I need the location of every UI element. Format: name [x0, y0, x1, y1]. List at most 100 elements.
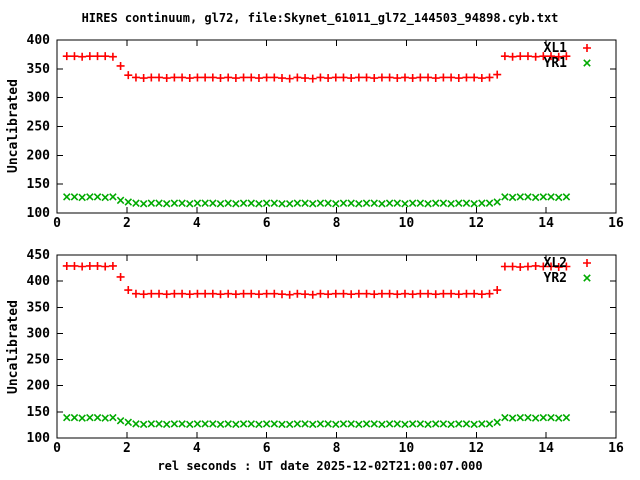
- data-point-xl2: [562, 262, 571, 271]
- data-point-xl1: [193, 73, 202, 82]
- data-point-xl2: [301, 290, 310, 299]
- data-point-xl1: [162, 74, 171, 83]
- data-point-yr1: [524, 193, 532, 201]
- x-tick-label: 2: [123, 441, 131, 456]
- data-point-yr2: [478, 420, 486, 428]
- data-point-xl2: [101, 262, 110, 271]
- data-point-yr2: [431, 420, 440, 428]
- data-point-yr1: [155, 199, 163, 207]
- data-point-xl1: [93, 52, 102, 61]
- data-point-yr2: [462, 420, 471, 428]
- data-point-xl1: [185, 74, 194, 83]
- data-point-xl2: [447, 289, 456, 298]
- data-point-xl2: [185, 290, 194, 299]
- data-point-yr2: [278, 420, 286, 429]
- data-point-xl1: [147, 73, 156, 82]
- data-point-xl2: [78, 262, 87, 271]
- x-tick-label: 14: [538, 216, 554, 231]
- data-point-xl2: [254, 290, 263, 299]
- data-point-xl2: [139, 290, 148, 299]
- data-point-xl2: [331, 289, 340, 298]
- data-point-yr2: [501, 413, 509, 422]
- data-point-xl2: [377, 289, 386, 298]
- data-point-yr1: [393, 199, 402, 207]
- data-point-yr2: [401, 420, 409, 429]
- legend-marker: [583, 259, 591, 267]
- data-point-yr2: [439, 420, 448, 428]
- data-point-xl1: [500, 52, 509, 61]
- data-point-yr2: [224, 420, 232, 428]
- data-point-xl1: [393, 74, 402, 83]
- data-point-yr2: [101, 414, 109, 422]
- data-point-xl2: [155, 289, 164, 298]
- data-point-yr2: [547, 413, 555, 422]
- plot-frame: [56, 39, 617, 214]
- data-point-yr1: [362, 199, 371, 207]
- data-point-xl1: [216, 74, 225, 83]
- data-point-yr1: [293, 199, 302, 207]
- data-point-yr2: [116, 416, 125, 425]
- data-point-xl1: [101, 52, 110, 61]
- data-point-xl1: [262, 73, 271, 82]
- data-point-xl1: [416, 73, 425, 82]
- data-point-xl1: [224, 73, 233, 82]
- data-point-yr2: [554, 414, 563, 422]
- data-point-yr2: [93, 413, 102, 422]
- data-point-yr1: [63, 193, 71, 201]
- data-point-yr1: [70, 193, 79, 201]
- data-point-xl1: [231, 74, 240, 83]
- data-point-xl2: [424, 289, 433, 298]
- x-tick-label: 16: [608, 441, 624, 456]
- data-point-yr1: [308, 200, 317, 208]
- x-tick-label: 6: [263, 216, 271, 231]
- data-point-yr1: [447, 200, 455, 208]
- data-point-yr2: [216, 420, 225, 429]
- data-point-xl2: [131, 289, 140, 298]
- y-tick-label: 150: [27, 405, 51, 420]
- data-point-yr1: [562, 193, 571, 201]
- data-point-xl1: [347, 74, 356, 83]
- data-point-xl1: [362, 73, 371, 82]
- data-point-xl1: [239, 73, 248, 82]
- data-point-xl2: [508, 262, 517, 271]
- data-point-yr2: [347, 420, 355, 428]
- data-point-xl2: [339, 289, 348, 298]
- data-point-yr2: [370, 420, 378, 428]
- y-tick-label: 250: [27, 353, 51, 368]
- legend-label: YR2: [544, 271, 567, 286]
- y-tick-label: 350: [27, 300, 51, 315]
- data-point-xl2: [308, 290, 317, 299]
- data-point-yr1: [531, 193, 540, 202]
- data-point-xl1: [516, 52, 525, 61]
- y-tick-label: 400: [27, 274, 51, 289]
- data-point-xl1: [201, 73, 210, 82]
- data-point-yr1: [332, 200, 340, 208]
- data-point-xl2: [324, 290, 333, 299]
- data-point-xl1: [539, 52, 548, 61]
- data-point-xl2: [362, 289, 371, 298]
- data-point-yr1: [547, 193, 555, 201]
- y-tick-label: 400: [27, 33, 51, 48]
- data-point-yr1: [431, 199, 440, 207]
- data-point-yr1: [301, 199, 309, 207]
- data-point-yr2: [285, 420, 294, 429]
- data-point-yr2: [109, 413, 117, 422]
- data-point-xl2: [316, 289, 325, 298]
- data-point-yr2: [139, 420, 148, 429]
- legend-marker: [583, 59, 591, 67]
- data-point-xl2: [224, 289, 233, 298]
- data-point-yr1: [470, 200, 478, 208]
- data-point-yr2: [408, 420, 417, 428]
- data-point-xl1: [331, 73, 340, 82]
- data-point-xl2: [239, 289, 248, 298]
- data-point-yr2: [362, 420, 371, 428]
- data-point-xl2: [385, 289, 394, 298]
- data-point-yr1: [178, 199, 186, 207]
- data-point-xl2: [393, 290, 402, 299]
- data-point-xl1: [293, 73, 302, 82]
- data-point-xl2: [408, 290, 417, 299]
- data-point-yr1: [224, 199, 232, 207]
- data-point-xl2: [116, 272, 125, 281]
- data-point-yr2: [524, 413, 532, 422]
- data-point-yr1: [255, 200, 263, 208]
